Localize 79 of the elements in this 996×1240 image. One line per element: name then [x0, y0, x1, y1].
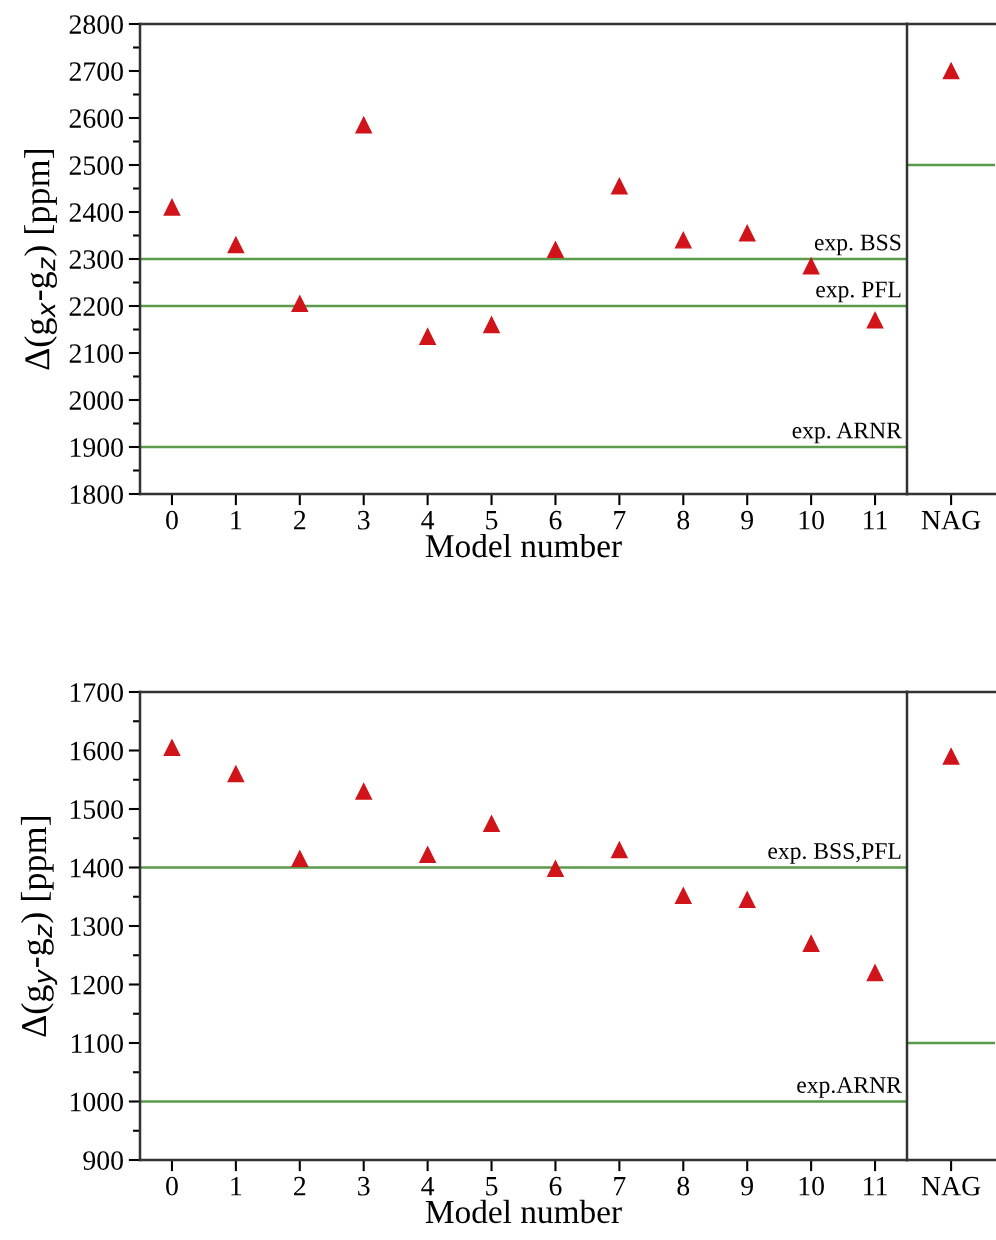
point [355, 783, 373, 800]
point [547, 241, 564, 258]
y-tick-label: 1900 [70, 438, 123, 457]
point [483, 316, 500, 334]
x-tick-label: 10 [799, 1176, 824, 1196]
point [227, 236, 245, 254]
x-tick-label: NAG [921, 510, 981, 530]
point [738, 891, 756, 909]
x-axis-title: Model number [425, 1199, 622, 1224]
x-tick-label: 1 [231, 1176, 242, 1196]
x-tick-label: 2 [294, 1176, 306, 1196]
point [802, 257, 820, 275]
x-tick-label: 3 [358, 510, 370, 530]
x-tick-label: 1 [231, 510, 242, 530]
y-axis-title: Δ(g$_{y}$-g$_{z}$) [ppm] [20, 817, 58, 1037]
x-tick-label: 9 [741, 510, 754, 530]
y-tick-label: 2100 [69, 344, 123, 363]
y-tick-label: 2700 [69, 62, 123, 81]
point [738, 224, 756, 242]
x-tick-label: 5 [486, 511, 498, 530]
y-tick-label: 1700 [70, 683, 123, 702]
x-axis-title: Model number [425, 533, 622, 558]
point [355, 116, 373, 134]
y-tick-label: 1200 [70, 975, 123, 995]
ref-line-label: exp.ARNR [797, 1077, 902, 1098]
y-tick-label: 1500 [70, 800, 123, 819]
point [866, 964, 884, 982]
x-tick-label: 6 [549, 1176, 562, 1196]
y-tick-label: 1400 [70, 858, 123, 878]
y-tick-label: 2000 [69, 391, 123, 410]
point [611, 841, 628, 859]
point [163, 198, 181, 216]
point [547, 860, 564, 878]
y-tick-label: 900 [83, 1151, 123, 1170]
y-tick-label: 1800 [70, 485, 123, 504]
point [419, 328, 436, 345]
ref-line-label: exp. PFL [816, 281, 901, 303]
ref-line-label: exp. BSS [814, 234, 901, 256]
y-axis-title: Δ(g$_{x}$-g$_{z}$) [ppm] [24, 150, 57, 370]
point [611, 177, 628, 195]
y-tick-label: 1600 [70, 741, 123, 761]
y-tick-label: 2600 [69, 109, 123, 128]
x-tick-label: 8 [677, 510, 690, 530]
x-tick-label: 6 [549, 510, 562, 530]
point [674, 231, 692, 249]
y-tick-label: 1300 [70, 917, 123, 936]
x-tick-label: 11 [864, 510, 887, 530]
x-tick-label: 4 [421, 510, 435, 530]
ref-line-label: exp. ARNR [792, 422, 902, 444]
y-tick-label: 1000 [70, 1092, 123, 1112]
y-tick-label: 2400 [69, 203, 123, 222]
x-tick-label: 9 [741, 1176, 754, 1196]
x-tick-label: 7 [614, 511, 626, 530]
x-tick-label: 8 [677, 1176, 690, 1196]
x-tick-label: 4 [421, 1176, 435, 1196]
x-tick-label: 2 [294, 510, 306, 530]
x-tick-label: 5 [486, 1177, 498, 1196]
ref-line-label: exp. BSS,PFL [768, 843, 901, 864]
point [291, 850, 309, 868]
y-tick-label: 2200 [69, 297, 123, 316]
x-tick-label: 11 [864, 1176, 887, 1196]
point [291, 295, 309, 312]
point [674, 887, 692, 904]
x-tick-label: 10 [799, 510, 824, 530]
y-tick-label: 1100 [71, 1034, 123, 1053]
point [483, 815, 500, 832]
x-tick-label: 3 [358, 1176, 370, 1196]
point [866, 311, 884, 329]
x-tick-label: NAG [921, 1176, 981, 1196]
y-tick-label: 2300 [69, 250, 123, 269]
y-tick-label: 2500 [69, 156, 123, 175]
point [419, 846, 436, 863]
x-tick-label: 0 [166, 1176, 178, 1196]
y-tick-label: 2800 [69, 15, 123, 34]
x-tick-label: 7 [614, 1177, 626, 1196]
x-tick-label: 0 [166, 510, 178, 530]
point [227, 765, 245, 783]
point [163, 739, 181, 756]
point [802, 935, 820, 952]
